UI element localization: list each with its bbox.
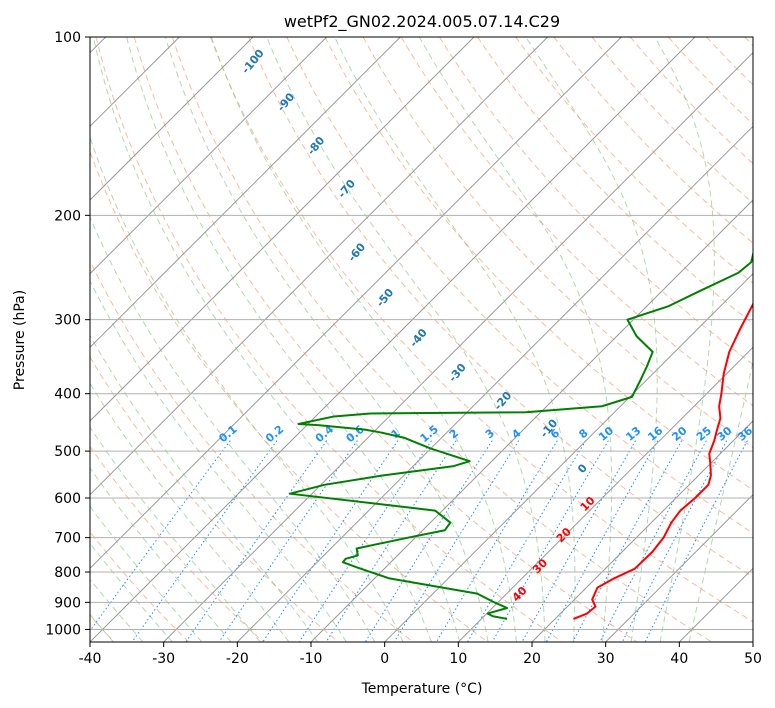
- moist-adiabat: [90, 382, 290, 642]
- y-axis-ticks: 1000 900 800 700 600 500 400 300 200 100: [45, 30, 90, 638]
- plot-area: [90, 37, 753, 642]
- dry-adiabat: [90, 356, 339, 642]
- chart-title: wetPf2_GN02.2024.005.07.14.C29: [284, 12, 560, 32]
- moist-adiabat: [90, 505, 203, 642]
- y-axis-label: Pressure (hPa): [12, 290, 28, 390]
- dry-adiabat: [248, 37, 753, 578]
- mixing-ratio-line: [521, 440, 637, 642]
- moist-adiabat: [90, 542, 173, 642]
- temperature-line: [573, 302, 753, 620]
- moist-adiabat: [90, 135, 404, 642]
- y-tick-label: 900: [54, 595, 81, 611]
- dry-adiabat: [90, 445, 264, 642]
- y-tick-label: 200: [54, 208, 81, 224]
- x-axis-ticks: -40 -30 -20 -10 0 10 20 30 40 50: [79, 642, 762, 667]
- plot-frame: [89, 36, 754, 643]
- dry-adiabat: [439, 37, 753, 366]
- isotherm-line: [90, 37, 475, 422]
- moist-adiabat: [90, 334, 319, 642]
- x-tick-label: 0: [380, 651, 389, 667]
- y-tick-label: 700: [54, 531, 81, 547]
- dry-adiabat: [286, 37, 753, 534]
- mixing-ratio-line: [298, 440, 432, 642]
- moist-adiabat: [90, 426, 261, 642]
- isotherm-line: [310, 199, 753, 642]
- isotherm-line: [90, 37, 622, 570]
- moist-adiabat: [126, 37, 461, 642]
- y-tick-label: 400: [54, 387, 81, 403]
- mixing-ratio-line: [90, 440, 231, 632]
- y-tick-label: 800: [54, 565, 81, 581]
- moist-adiabat: [92, 37, 432, 642]
- mixing-ratio-line: [467, 440, 587, 642]
- moist-adiabat: [164, 37, 489, 642]
- moist-adiabat: [90, 215, 376, 642]
- dry-adiabat: [591, 37, 753, 204]
- x-tick-label: 40: [670, 651, 688, 667]
- isotherm-line: [163, 51, 753, 642]
- dry-adiabat: [553, 37, 753, 244]
- isotherm-line: [384, 272, 753, 642]
- dry-adiabat: [171, 37, 712, 642]
- y-tick-label: 600: [54, 491, 81, 507]
- moist-adiabat: [688, 358, 753, 642]
- x-tick-label: -20: [226, 651, 249, 667]
- y-tick-label: 1000: [45, 622, 81, 638]
- dry-adiabat: [400, 37, 753, 407]
- dry-adiabat: [133, 37, 638, 642]
- moist-adiabat: [334, 37, 576, 642]
- mixing-ratio-line: [491, 440, 609, 642]
- x-tick-label: -30: [152, 651, 175, 667]
- moist-adiabat: [654, 37, 715, 642]
- x-tick-label: 10: [449, 651, 467, 667]
- x-tick-label: -40: [79, 651, 102, 667]
- dry-adiabat: [324, 37, 753, 491]
- mixing-ratio-line: [185, 440, 328, 642]
- mixing-ratio-line: [545, 440, 659, 642]
- moist-adiabat: [418, 37, 613, 642]
- grid-lines: [90, 37, 753, 642]
- dewpoint-line: [288, 250, 753, 620]
- moist-adiabat: [210, 37, 517, 642]
- dry-adiabat: [95, 37, 563, 642]
- x-tick-label: 20: [523, 651, 541, 667]
- isotherm-line: [457, 346, 753, 642]
- y-tick-label: 300: [54, 313, 81, 329]
- x-tick-label: 50: [744, 651, 762, 667]
- isotherm-line: [90, 37, 401, 349]
- isotherm-line: [90, 37, 549, 496]
- mixing-ratio-line: [262, 440, 399, 642]
- mixing-ratio-line: [435, 440, 558, 642]
- moist-adiabat: [266, 37, 546, 642]
- mixing-ratio-line: [218, 440, 358, 642]
- mixing-ratio-line: [131, 440, 278, 642]
- moist-adiabat: [90, 578, 144, 642]
- moist-adiabat: [90, 467, 232, 642]
- moist-adiabat: [525, 37, 658, 642]
- y-tick-label: 100: [54, 30, 81, 46]
- isotherm-line: [236, 125, 753, 642]
- dry-adiabat: [90, 259, 414, 642]
- isotherm-line: [605, 493, 753, 642]
- x-tick-label: -10: [300, 651, 323, 667]
- mixing-ratio-line: [644, 440, 748, 642]
- isotherm-line: [90, 37, 328, 275]
- isotherm-line: [90, 37, 254, 201]
- y-tick-label: 500: [54, 444, 81, 460]
- isotherm-line: [90, 37, 696, 642]
- isotherm-line: [531, 420, 753, 642]
- x-axis-label: Temperature (°C): [361, 681, 483, 697]
- x-tick-label: 30: [597, 651, 615, 667]
- dry-adiabat: [210, 37, 753, 623]
- profile-series: [288, 250, 753, 620]
